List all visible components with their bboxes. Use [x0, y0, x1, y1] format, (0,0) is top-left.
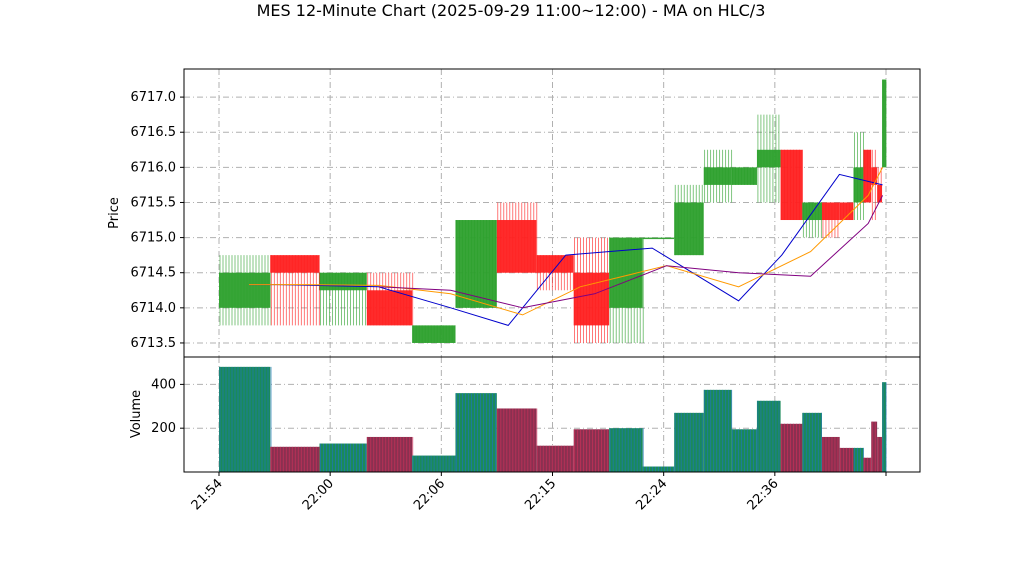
volume-bars: [219, 366, 887, 472]
price-bar-body: [270, 255, 320, 273]
volume-bar-fill: [882, 382, 886, 472]
price-bar-body: [412, 325, 456, 343]
time-tick-label: 22:06: [411, 476, 448, 513]
volume-bar-fill: [780, 423, 803, 472]
time-tick-label: 22:24: [633, 476, 670, 513]
volume-bar-fill: [366, 436, 413, 472]
volume-bar: [731, 429, 757, 472]
time-axis: 21:54 22:00 22:06 22:15 22:24 22:36: [189, 472, 887, 513]
volume-bar: [674, 412, 704, 472]
volume-bar-fill: [573, 429, 610, 472]
volume-bar-fill: [821, 436, 840, 472]
price-bar-body: [496, 220, 537, 273]
price-bar-body: [839, 202, 854, 221]
price-bar-body: [642, 237, 675, 240]
volume-bar: [609, 428, 644, 472]
price-bar-body: [821, 202, 840, 221]
volume-bar: [863, 457, 872, 472]
price-bar-body: [863, 149, 872, 203]
moving-average-line: [249, 167, 884, 316]
volume-bar-fill: [219, 366, 271, 472]
price-tick-label: 6716.5: [131, 125, 177, 140]
volume-axis-label: Volume: [129, 390, 144, 438]
volume-bar-fill: [674, 412, 704, 472]
price-tick-label: 6717.0: [131, 90, 177, 105]
moving-average-lines: [249, 167, 884, 326]
volume-bar: [496, 408, 538, 472]
price-bar-body: [756, 149, 781, 168]
moving-average-line: [378, 195, 884, 309]
price-tick-label: 6715.5: [131, 195, 177, 210]
volume-bar: [780, 423, 803, 472]
volume-bar: [270, 446, 320, 472]
price-tick-label: 6715.0: [131, 231, 177, 246]
price-bar-body: [853, 167, 864, 203]
volume-bar: [871, 421, 878, 472]
price-bar-body: [366, 290, 413, 326]
volume-bar: [853, 447, 864, 472]
volume-bar: [642, 466, 675, 472]
volume-bar: [219, 366, 272, 472]
price-tick-label: 6714.0: [131, 301, 177, 316]
time-tick-label: 22:00: [300, 476, 337, 513]
volume-bar: [573, 429, 610, 472]
volume-bar: [882, 382, 887, 472]
volume-bar-fill: [853, 447, 864, 472]
price-bar-body: [455, 220, 497, 308]
price-axis-label: Price: [107, 197, 122, 229]
price-bar-body: [536, 255, 574, 273]
volume-bar: [877, 436, 883, 472]
volume-tick-label: 200: [151, 421, 176, 436]
volume-bar-fill: [871, 421, 878, 472]
price-axis: 6713.5 6714.0 6714.5 6715.0 6715.5 6716.0 6716…: [131, 90, 184, 351]
price-bar-body: [731, 167, 757, 185]
volume-bar-fill: [270, 446, 320, 472]
volume-bar: [802, 412, 822, 472]
volume-bar: [412, 455, 456, 472]
time-tick-label: 22:15: [522, 476, 559, 513]
volume-bar: [703, 389, 733, 472]
volume-bar: [839, 447, 854, 472]
price-bar-body: [219, 272, 271, 308]
price-bar-body: [882, 79, 886, 168]
time-tick-label: 21:54: [189, 476, 226, 513]
volume-bar-fill: [319, 443, 367, 472]
volume-bar-fill: [496, 408, 537, 472]
volume-bar-fill: [455, 393, 497, 472]
price-bar-body: [780, 149, 803, 221]
moving-average-line: [249, 173, 883, 326]
volume-bar: [455, 393, 497, 472]
price-bar-body: [802, 202, 822, 221]
volume-bar: [536, 445, 574, 472]
price-bar-body: [319, 272, 367, 291]
price-tick-label: 6714.5: [131, 266, 177, 281]
time-tick-label: 22:36: [745, 476, 782, 513]
volume-bar: [821, 436, 840, 472]
price-tick-label: 6713.5: [131, 336, 177, 351]
price-bar-body: [877, 184, 883, 203]
volume-bar-fill: [756, 400, 781, 472]
price-bar-body: [871, 167, 878, 185]
volume-bar-fill: [609, 428, 643, 472]
volume-tick-label: 400: [151, 377, 176, 392]
price-bar-body: [674, 202, 704, 256]
volume-bar-fill: [877, 436, 883, 472]
volume-bar: [756, 400, 781, 472]
volume-bar-fill: [703, 389, 732, 472]
volume-bar: [366, 436, 414, 472]
price-tick-label: 6716.0: [131, 160, 177, 175]
chart-title: MES 12-Minute Chart (2025-09-29 11:00~12…: [257, 1, 766, 20]
volume-axis: 200 400: [151, 377, 184, 436]
volume-bar: [319, 443, 367, 472]
price-bar-body: [703, 167, 732, 185]
